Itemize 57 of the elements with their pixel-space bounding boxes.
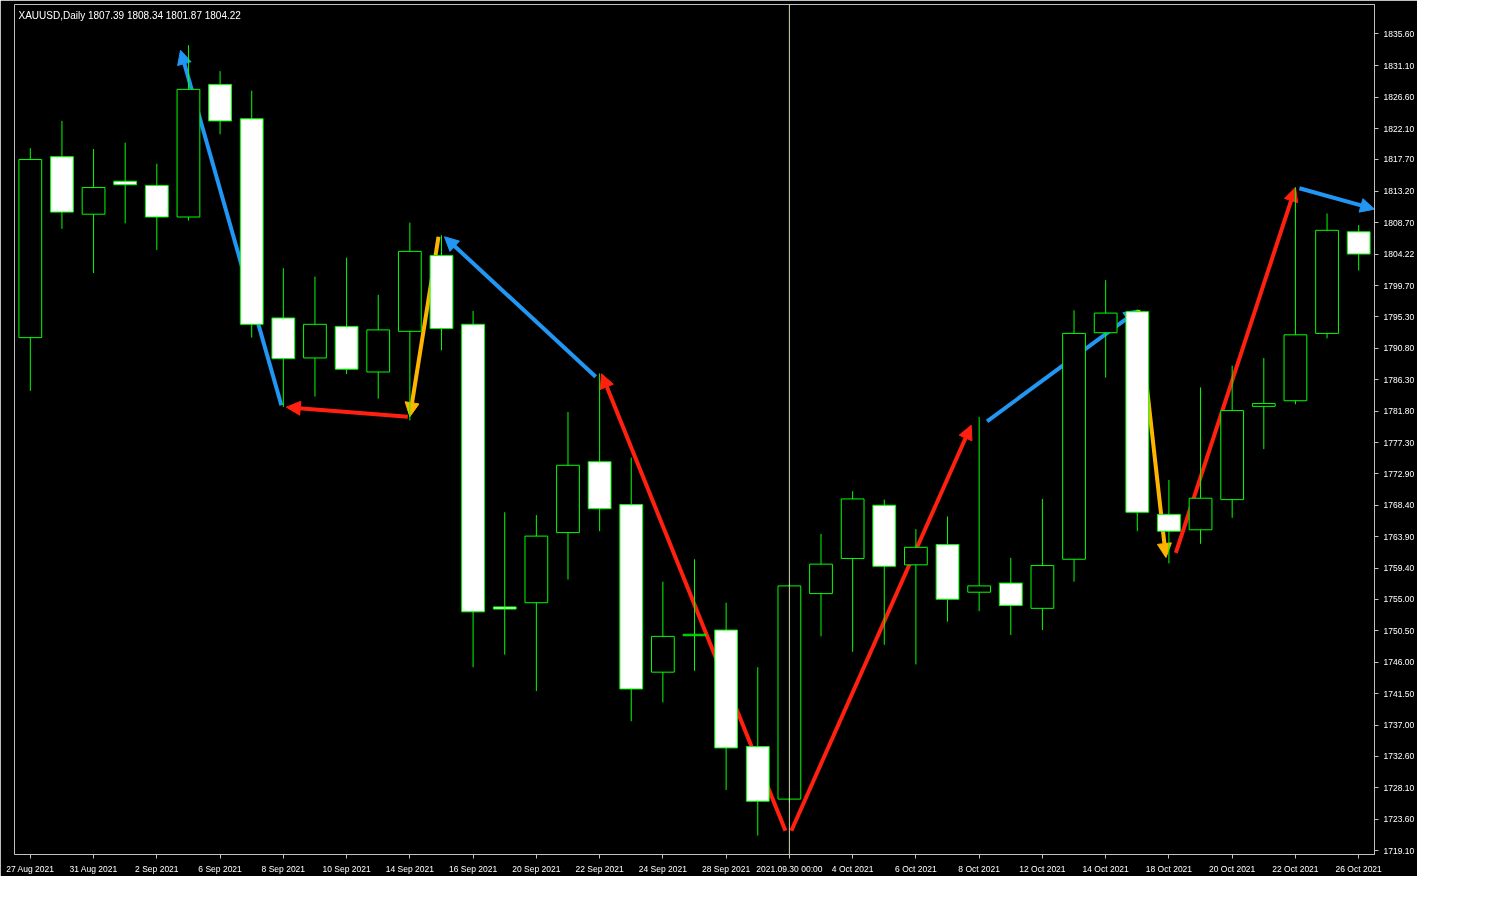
- y-tick-label: 1723.60: [1383, 814, 1415, 825]
- text: XAUUSD,Daily 1807.39 1808.34 1801.87 1804.22: [18, 9, 242, 21]
- y-tick-label: 1795.30: [1383, 311, 1415, 322]
- x-tick-label: 14 Oct 2021: [1082, 863, 1130, 874]
- y-tick-label: 1728.10: [1383, 782, 1415, 793]
- x-tick-label: 24 Sep 2021: [638, 863, 688, 874]
- y-tick-label: 1763.90: [1383, 531, 1415, 542]
- y-tick-label: 1817.70: [1383, 154, 1415, 165]
- x-tick-label: 31 Aug 2021: [69, 863, 118, 874]
- x-tick-label: 22 Oct 2021: [1272, 863, 1319, 874]
- y-tick-label: 1772.90: [1383, 468, 1415, 479]
- y-tick-label: 1808.70: [1383, 217, 1415, 228]
- x-tick-label: 28 Sep 2021: [702, 863, 751, 874]
- x-tick-label: 4 Oct 2021: [831, 863, 874, 874]
- candlestick: [998, 557, 1023, 636]
- y-tick-label: 1835.60: [1383, 28, 1415, 39]
- y-tick-label: 1741.50: [1383, 688, 1415, 699]
- y-tick-label: 1719.10: [1383, 845, 1415, 856]
- y-tick-label: 1768.40: [1383, 500, 1415, 511]
- y-tick-label: 1831.10: [1383, 60, 1415, 71]
- y-tick-label: 1804.22: [1383, 249, 1415, 260]
- x-tick-label: 26 Oct 2021: [1335, 863, 1383, 874]
- x-tick-label: 8 Sep 2021: [261, 863, 306, 874]
- x-tick-label: 2021.09.30 00:00: [756, 863, 823, 874]
- y-tick-label: 1781.80: [1383, 406, 1415, 417]
- candlestick: [1346, 224, 1371, 272]
- y-tick-label: 1786.30: [1383, 374, 1415, 385]
- y-tick-label: 1746.00: [1383, 657, 1415, 668]
- y-tick-label: 1826.60: [1383, 92, 1415, 103]
- x-tick-label: 18 Oct 2021: [1145, 863, 1193, 874]
- y-tick-label: 1750.50: [1383, 625, 1415, 636]
- candlestick: [1093, 279, 1118, 379]
- x-tick-label: 27 Aug 2021: [6, 863, 55, 874]
- y-tick-label: 1759.40: [1383, 563, 1415, 574]
- x-tick-label: 2 Sep 2021: [135, 863, 179, 874]
- y-tick-label: 1777.30: [1383, 437, 1415, 448]
- x-tick-label: 16 Sep 2021: [449, 863, 498, 874]
- y-tick-label: 1737.00: [1383, 720, 1415, 731]
- candlestick: [113, 142, 138, 224]
- y-tick-label: 1790.80: [1383, 343, 1415, 354]
- y-tick-label: 1755.00: [1383, 594, 1415, 605]
- x-tick-label: 20 Oct 2021: [1209, 863, 1256, 874]
- x-tick-label: 22 Sep 2021: [575, 863, 624, 874]
- x-tick-label: 6 Sep 2021: [198, 863, 243, 874]
- candlestick: [1251, 357, 1276, 450]
- x-tick-label: 8 Oct 2021: [958, 863, 1001, 874]
- x-tick-label: 14 Sep 2021: [385, 863, 435, 874]
- y-tick-label: 1732.60: [1383, 751, 1415, 762]
- x-tick-label: 10 Sep 2021: [322, 863, 371, 874]
- x-tick-label: 12 Oct 2021: [1019, 863, 1066, 874]
- y-tick-label: 1799.70: [1383, 280, 1415, 291]
- x-tick-label: 20 Sep 2021: [512, 863, 561, 874]
- candlestick: [904, 528, 928, 665]
- x-tick-label: 6 Oct 2021: [895, 863, 937, 874]
- y-tick-label: 1822.10: [1383, 123, 1415, 134]
- y-tick-label: 1813.20: [1383, 186, 1415, 197]
- candlestick: [492, 511, 517, 656]
